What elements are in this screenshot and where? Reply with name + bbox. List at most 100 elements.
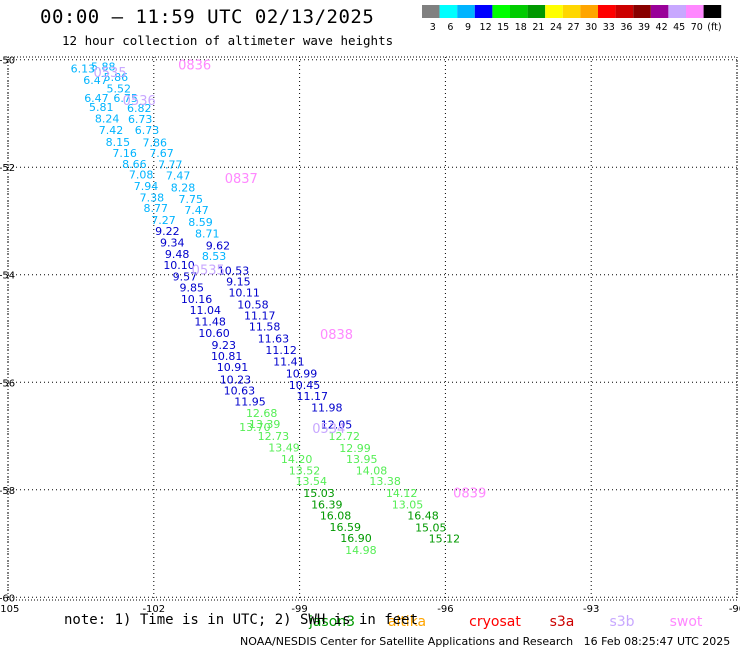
x-tick-label: -93: [583, 604, 599, 615]
wave-height-label: 16.08: [320, 510, 352, 523]
y-tick-label: -50: [0, 56, 15, 67]
wave-height-label: 10.16: [181, 293, 213, 306]
pass-time-label: 0534: [312, 422, 345, 437]
wave-height-label: 9.62: [206, 240, 231, 253]
wave-height-label: 8.24: [95, 112, 120, 125]
color-scale-label: 18: [515, 22, 527, 33]
pass-time-label: 0839: [453, 486, 486, 501]
wave-height-label: 8.71: [195, 227, 220, 240]
y-tick-label: -58: [0, 486, 15, 497]
wave-height-label: 7.77: [158, 159, 183, 172]
x-tick-label: -99: [291, 604, 307, 615]
wave-height-label: 7.27: [151, 214, 176, 227]
color-scale-swatch: [527, 5, 546, 18]
wave-height-label: 8.77: [143, 202, 168, 215]
wave-height-label: 6.82: [127, 102, 152, 115]
wave-height-label: 7.08: [129, 169, 154, 182]
wave-height-label: 13.95: [346, 453, 378, 466]
wave-height-label: 10.81: [211, 350, 243, 363]
wave-height-label: 13.49: [268, 441, 300, 454]
color-scale-label: 6: [447, 22, 453, 33]
color-scale-label: 15: [497, 22, 509, 33]
satellite-legend-cryosat: cryosat: [469, 614, 521, 630]
wave-height-label: 6.47: [84, 92, 109, 105]
pass-time-label: 0535: [192, 263, 225, 278]
wave-height-label: 13.38: [369, 475, 401, 488]
color-scale-label: (ft): [707, 22, 721, 33]
wave-height-label: 6.47: [83, 74, 108, 87]
wave-height-label: 14.12: [386, 487, 418, 500]
color-scale-label: 36: [620, 22, 632, 33]
wave-height-label: 12.73: [258, 430, 290, 443]
wave-height-label: 7.75: [178, 193, 203, 206]
wave-height-label: 9.15: [226, 276, 251, 289]
wave-height-label: 6.75: [113, 92, 138, 105]
wave-height-label: 10.45: [289, 379, 321, 392]
satellite-legend-s3b: s3b: [609, 614, 634, 630]
footer-credit: NOAA/NESDIS Center for Satellite Applica…: [240, 635, 731, 648]
color-scale-label: 24: [550, 22, 562, 33]
wave-height-label: 10.10: [163, 259, 195, 272]
x-tick-label: -102: [142, 604, 165, 615]
pass-time-label: 0837: [225, 172, 258, 187]
wave-height-label: 11.12: [265, 344, 297, 357]
color-scale-swatch: [580, 5, 598, 18]
wave-height-label: 5.86: [104, 71, 129, 84]
satellite-legend-altika: altika: [388, 614, 426, 630]
wave-height-label: 11.48: [194, 316, 226, 329]
footer-note: note: 1) Time is in UTC; 2) SWH is in fe…: [64, 612, 419, 628]
wave-height-label: 12.68: [246, 407, 278, 420]
wave-height-label: 7.94: [134, 180, 159, 193]
wave-height-label: 14.98: [345, 544, 377, 557]
x-tick-label: -105: [0, 604, 19, 615]
color-scale-swatch: [703, 5, 722, 18]
wave-height-label: 10.99: [286, 368, 318, 381]
wave-height-label: 13.70: [239, 421, 271, 434]
wave-height-label: 16.59: [330, 521, 362, 534]
wave-height-label: 16.90: [340, 532, 372, 545]
color-scale-swatch: [633, 5, 651, 18]
wave-height-label: 9.23: [212, 339, 237, 352]
wave-height-label: 8.28: [171, 182, 196, 195]
wave-height-label: 10.58: [237, 298, 269, 311]
color-scale-swatch: [474, 5, 493, 18]
wave-height-label: 11.95: [234, 396, 266, 409]
wave-height-label: 11.41: [273, 355, 305, 368]
color-scale-swatch: [545, 5, 563, 18]
wave-height-label: 11.98: [311, 402, 343, 415]
color-scale-label: 12: [480, 22, 492, 33]
wave-height-label: 8.15: [106, 136, 131, 149]
color-scale-swatch: [492, 5, 510, 18]
color-scale-swatch: [686, 5, 704, 18]
y-tick-label: -52: [0, 163, 15, 174]
wave-height-label: 5.52: [107, 83, 132, 96]
wave-height-label: 12.05: [321, 419, 353, 432]
wave-height-label: 9.34: [160, 236, 185, 249]
wave-height-label: 7.16: [112, 147, 137, 160]
pass-time-label: 0836: [178, 59, 211, 74]
wave-height-label: 10.11: [228, 286, 260, 299]
wave-height-label: 10.63: [224, 384, 256, 397]
wave-height-label: 9.85: [179, 282, 204, 295]
color-scale-swatch: [668, 5, 686, 18]
wave-height-label: 7.47: [166, 169, 191, 182]
color-scale-swatch: [650, 5, 669, 18]
wave-height-label: 13.39: [249, 418, 281, 431]
color-scale-swatch: [457, 5, 475, 18]
wave-height-label: 6.13: [71, 62, 96, 75]
wave-height-label: 8.66: [122, 158, 147, 171]
color-scale-label: 30: [585, 22, 597, 33]
color-scale-label: 27: [568, 22, 580, 33]
wave-height-label: 6.73: [135, 124, 160, 137]
color-scale-label: 3: [430, 22, 436, 33]
wave-height-label: 11.17: [296, 390, 328, 403]
wave-height-label: 16.39: [311, 498, 343, 511]
wave-height-label: 13.52: [289, 464, 321, 477]
satellite-legend-jason3: jason3: [308, 614, 355, 630]
wave-height-label: 10.60: [198, 327, 230, 340]
wave-height-label: 15.12: [429, 533, 461, 546]
chart-title: 00:00 – 11:59 UTC 02/13/2025: [40, 6, 375, 28]
wave-height-label: 7.67: [149, 147, 174, 160]
y-tick-label: -56: [0, 378, 15, 389]
